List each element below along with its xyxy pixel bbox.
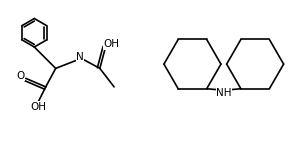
Text: NH: NH: [216, 88, 232, 98]
Text: O: O: [16, 71, 24, 80]
Text: OH: OH: [31, 102, 46, 112]
Text: OH: OH: [103, 39, 119, 49]
Text: N: N: [76, 52, 84, 62]
